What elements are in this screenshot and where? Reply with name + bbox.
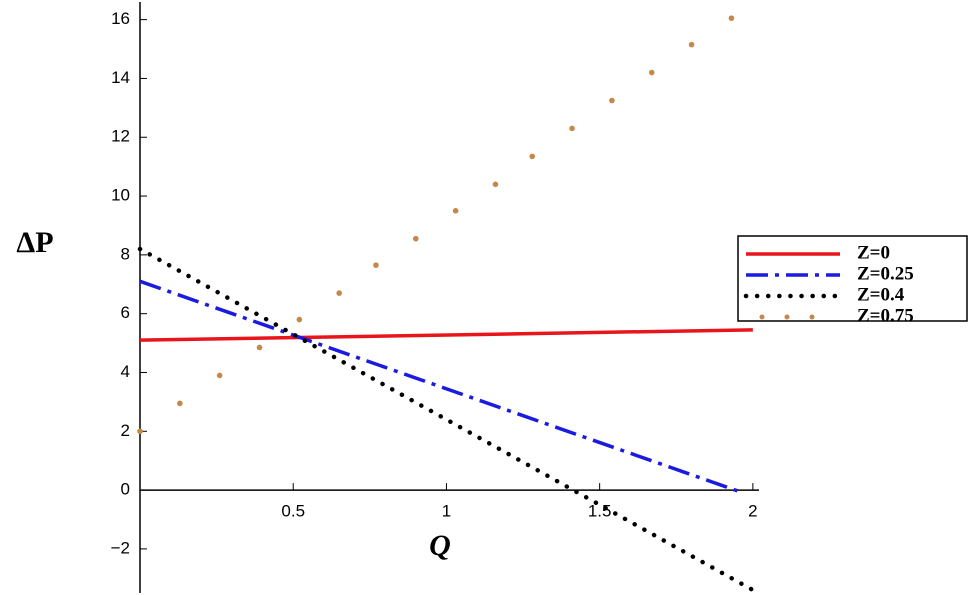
data-point: [137, 428, 143, 435]
x-tick-label: 0.5: [281, 502, 305, 521]
y-axis-title: ΔP: [16, 226, 53, 259]
legend-label: Z=0.25: [857, 263, 914, 284]
data-point: [728, 15, 735, 21]
y-tick-label: 0: [121, 480, 130, 499]
data-point: [177, 400, 183, 407]
y-tick-label: 10: [111, 186, 130, 205]
legend-swatch: [784, 314, 790, 320]
y-tick-label: 4: [121, 362, 130, 381]
x-tick-label: 1: [442, 502, 451, 521]
data-point: [609, 97, 615, 104]
data-point: [336, 290, 342, 296]
line-series: [139, 279, 745, 495]
data-point: [492, 181, 499, 188]
x-tick-label: 2: [748, 502, 757, 521]
line-series: [139, 328, 753, 342]
legend-label: Z=0.75: [857, 305, 914, 326]
y-tick-label: 6: [121, 303, 130, 322]
data-point: [296, 316, 303, 323]
data-point: [216, 372, 223, 379]
data-point: [452, 207, 459, 214]
y-tick-label: 8: [121, 244, 130, 263]
legend-swatch: [809, 314, 815, 320]
y-tick-label: 14: [111, 68, 130, 87]
data-point: [569, 125, 575, 132]
y-tick-label: 2: [121, 421, 130, 440]
y-tick-label: 12: [111, 127, 130, 146]
legend-label: Z=0: [857, 242, 890, 263]
data-point: [412, 235, 419, 242]
data-point: [373, 262, 379, 268]
data-point: [529, 153, 536, 160]
x-tick-label: 1.5: [588, 502, 612, 521]
data-point: [256, 344, 263, 351]
data-point: [688, 41, 695, 48]
x-axis-title: Q: [429, 529, 451, 562]
y-tick-label: 16: [111, 9, 130, 28]
data-point: [648, 69, 655, 76]
legend-box: [737, 235, 968, 322]
y-tick-label: −2: [111, 538, 130, 557]
legend-label: Z=0.4: [857, 284, 905, 305]
legend-swatch: [759, 314, 765, 320]
